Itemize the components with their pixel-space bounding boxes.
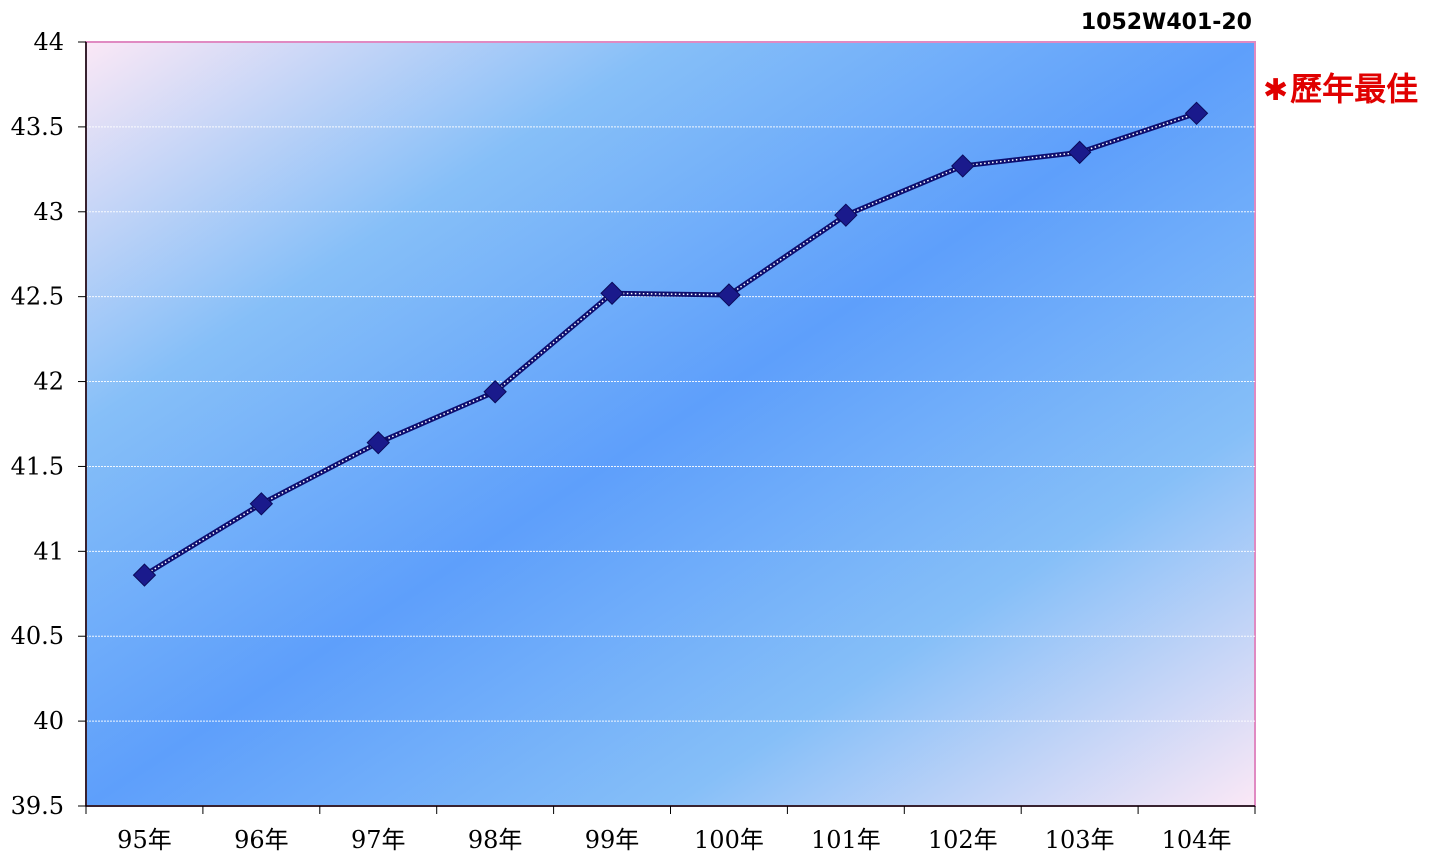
plot-area [85, 41, 1256, 807]
data-point [249, 492, 274, 516]
y-tick-label: 43.5 [11, 113, 64, 141]
data-point [1067, 140, 1092, 165]
data-point [483, 380, 507, 404]
best-record-label: 歷年最佳 [1290, 70, 1419, 108]
best-record-note: ✱歷年最佳 [1263, 64, 1418, 110]
y-tick-label: 42.5 [11, 283, 64, 311]
data-point [132, 563, 157, 587]
y-tick-label: 41 [33, 537, 64, 565]
data-point [366, 430, 390, 455]
data-point [951, 154, 975, 178]
x-tick-label: 97年 [351, 826, 406, 854]
x-tick-label: 96年 [234, 826, 289, 854]
y-tick-label: 40.5 [11, 622, 64, 650]
series-line-highlight [144, 112, 1197, 576]
axes [78, 41, 1256, 814]
data-point [600, 281, 624, 305]
data-series [132, 101, 1209, 587]
x-tick-label: 102年 [928, 826, 998, 854]
y-tick-label: 40 [33, 707, 64, 735]
chart-code-label: 1052W401-20 [1080, 10, 1252, 35]
y-tick-label: 41.5 [11, 452, 64, 480]
tick-labels: 39.5 40 40.5 41 41.5 42 42.5 43 43.5 44 95年 96年 97年 9… [11, 28, 1232, 854]
x-tick-label: 95年 [117, 826, 172, 854]
x-tick-label: 103年 [1045, 826, 1115, 854]
y-tick-label: 39.5 [11, 792, 64, 820]
x-tick-label: 104年 [1162, 826, 1232, 854]
star-icon: ✱ [1263, 73, 1289, 108]
x-tick-label: 101年 [811, 826, 881, 854]
data-point [834, 203, 858, 227]
y-tick-label: 42 [33, 368, 64, 396]
x-tick-label: 98年 [468, 826, 523, 854]
x-tick-label: 99年 [585, 826, 640, 854]
y-tick-label: 44 [33, 28, 64, 56]
data-point [1184, 101, 1209, 126]
data-point [717, 283, 741, 307]
x-tick-label: 100年 [694, 826, 764, 854]
y-tick-label: 43 [33, 198, 64, 226]
